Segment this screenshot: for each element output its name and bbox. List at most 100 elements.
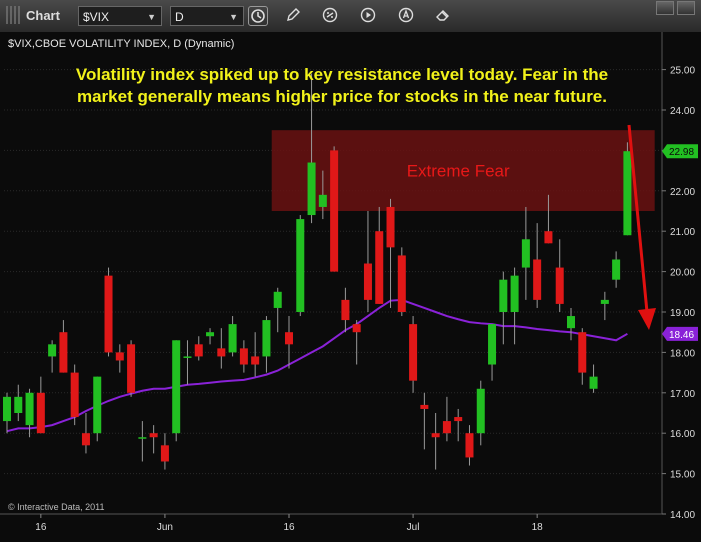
candle-up bbox=[3, 396, 11, 422]
chart-toolbar: Chart $VIX ▼ D ▼ bbox=[0, 0, 701, 33]
interval-value: D bbox=[175, 10, 184, 24]
candle-up bbox=[307, 162, 316, 216]
chevron-down-icon: ▼ bbox=[229, 12, 238, 22]
eraser-icon[interactable] bbox=[433, 6, 453, 26]
symbol-select[interactable]: $VIX ▼ bbox=[78, 6, 162, 26]
candle-down bbox=[544, 231, 553, 244]
clock-icon[interactable] bbox=[248, 6, 268, 26]
ma-value-box bbox=[662, 326, 698, 341]
x-tick-label: Jun bbox=[157, 522, 173, 533]
candle-down bbox=[251, 356, 260, 365]
arrow-head bbox=[638, 308, 656, 330]
moving-average-line bbox=[6, 298, 628, 433]
candle-down bbox=[386, 206, 395, 248]
candle-down bbox=[420, 404, 429, 409]
chart-header: $VIX,CBOE VOLATILITY INDEX, D (Dynamic) bbox=[8, 38, 234, 50]
candle-up bbox=[296, 219, 305, 312]
y-tick-label: 15.00 bbox=[670, 470, 695, 481]
candle-up bbox=[510, 275, 519, 312]
y-tick-label: 16.00 bbox=[670, 429, 695, 440]
candle-up bbox=[138, 437, 147, 439]
candle-down bbox=[285, 332, 293, 345]
candle-up bbox=[228, 324, 237, 353]
y-tick-label: 17.00 bbox=[670, 389, 695, 400]
y-tick-label: 24.00 bbox=[670, 106, 695, 117]
candle-down bbox=[127, 344, 136, 393]
candle-down bbox=[454, 417, 463, 422]
arrow-shaft bbox=[627, 124, 649, 313]
x-tick-label: 18 bbox=[532, 522, 544, 533]
y-tick-label: 20.00 bbox=[670, 268, 695, 279]
candle-down bbox=[81, 433, 90, 446]
candle-down bbox=[375, 231, 384, 304]
candle-up bbox=[488, 324, 497, 365]
candle-down bbox=[160, 445, 169, 462]
candle-up bbox=[499, 279, 508, 312]
candle-up bbox=[273, 291, 282, 308]
y-tick-label: 22.00 bbox=[670, 187, 695, 198]
alert-icon[interactable] bbox=[396, 6, 416, 26]
x-tick-label: 16 bbox=[35, 522, 47, 533]
candle-down bbox=[533, 259, 542, 300]
vix-candlestick-chart[interactable]: 14.00 15.00 16.00 17.00 18.00 19.00 20.00 21.00… bbox=[0, 32, 701, 537]
candle-up bbox=[600, 299, 609, 304]
candle-down bbox=[397, 255, 406, 312]
last-price-box bbox=[662, 144, 698, 159]
candle-up bbox=[589, 376, 598, 389]
candle-down bbox=[442, 421, 451, 434]
candle-down bbox=[330, 150, 339, 272]
candle-up bbox=[318, 194, 327, 207]
candle-up bbox=[48, 344, 57, 357]
candle-up bbox=[93, 376, 102, 434]
down-arrow-icon bbox=[627, 124, 656, 330]
copyright-text: © Interactive Data, 2011 bbox=[8, 502, 105, 512]
candle-down bbox=[431, 433, 440, 438]
candle-down bbox=[115, 352, 124, 361]
candle-down bbox=[341, 299, 350, 321]
last-price-label: 22.98 bbox=[669, 147, 694, 158]
candle-down bbox=[149, 433, 158, 438]
candle-down bbox=[70, 372, 79, 418]
candle-up bbox=[567, 316, 575, 329]
candle-up bbox=[14, 396, 23, 413]
grip-icon[interactable] bbox=[6, 6, 20, 24]
candle-down bbox=[363, 263, 372, 300]
y-tick-label: 14.00 bbox=[670, 510, 695, 521]
maximize-icon[interactable] bbox=[677, 1, 695, 15]
candle-down bbox=[555, 267, 564, 304]
link-icon[interactable] bbox=[320, 6, 340, 26]
candle-down bbox=[59, 332, 68, 373]
y-tick-label: 19.00 bbox=[670, 308, 695, 319]
candle-up bbox=[25, 392, 34, 426]
symbol-value: $VIX bbox=[83, 10, 110, 24]
candle-down bbox=[578, 332, 587, 373]
pencil-icon[interactable] bbox=[283, 6, 303, 26]
candle-up bbox=[183, 356, 192, 358]
x-tick-label: Jul bbox=[407, 522, 420, 533]
interval-select[interactable]: D ▼ bbox=[170, 6, 244, 26]
chart-area: 14.00 15.00 16.00 17.00 18.00 19.00 20.00 21.00… bbox=[0, 32, 701, 537]
candle-down bbox=[104, 275, 113, 353]
x-tick-label: 16 bbox=[283, 522, 295, 533]
candle-up bbox=[476, 388, 485, 434]
candle-up bbox=[172, 340, 181, 434]
minimize-icon[interactable] bbox=[656, 1, 674, 15]
annotation-line-2: market generally means higher price for … bbox=[77, 87, 607, 106]
chart-window-title: Chart bbox=[26, 8, 60, 23]
candle-down bbox=[352, 324, 361, 333]
annotation-line-1: Volatility index spiked up to key resist… bbox=[76, 65, 608, 84]
y-tick-label: 25.00 bbox=[670, 66, 695, 77]
candle-down bbox=[194, 344, 203, 357]
candle-up bbox=[206, 332, 215, 337]
zone-label: Extreme Fear bbox=[407, 162, 510, 181]
play-icon[interactable] bbox=[358, 6, 378, 26]
candle-up bbox=[521, 239, 530, 268]
candle-down bbox=[36, 392, 45, 434]
candle-down bbox=[217, 348, 226, 357]
candle-up bbox=[623, 151, 632, 236]
ma-value-label: 18.46 bbox=[669, 330, 694, 341]
candle-down bbox=[409, 324, 418, 381]
y-tick-label: 21.00 bbox=[670, 227, 695, 238]
candle-up bbox=[262, 320, 271, 357]
chevron-down-icon: ▼ bbox=[147, 12, 156, 22]
